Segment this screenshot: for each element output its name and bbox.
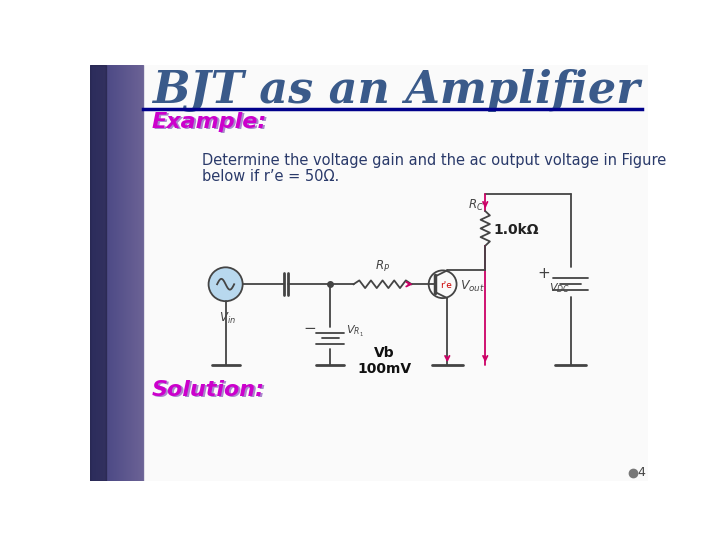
Bar bbox=[106, 65, 107, 481]
Bar bbox=[109, 65, 110, 481]
Bar bbox=[93, 65, 94, 481]
Text: $R_P$: $R_P$ bbox=[375, 259, 390, 274]
Text: Solution:: Solution: bbox=[152, 380, 265, 400]
Text: r'e: r'e bbox=[440, 280, 451, 289]
Text: Determine the voltage gain and the ac output voltage in Figure: Determine the voltage gain and the ac ou… bbox=[202, 153, 667, 168]
Bar bbox=[128, 65, 129, 481]
Bar bbox=[114, 65, 116, 481]
Bar bbox=[132, 65, 133, 481]
Bar bbox=[101, 65, 102, 481]
Bar bbox=[120, 65, 121, 481]
Bar bbox=[127, 65, 128, 481]
Text: $V_{out}$: $V_{out}$ bbox=[461, 279, 485, 294]
Bar bbox=[91, 65, 92, 481]
Bar bbox=[133, 65, 134, 481]
Bar bbox=[134, 65, 135, 481]
Text: $V_{in}$: $V_{in}$ bbox=[220, 310, 236, 326]
Bar bbox=[124, 65, 125, 481]
Text: below if r’e = 50Ω.: below if r’e = 50Ω. bbox=[202, 168, 340, 184]
Text: $R_C$: $R_C$ bbox=[468, 198, 484, 213]
Text: $V_{DC}$: $V_{DC}$ bbox=[549, 281, 570, 295]
Bar bbox=[137, 65, 138, 481]
Text: $V_{R_1}$: $V_{R_1}$ bbox=[346, 325, 364, 339]
Bar bbox=[136, 65, 137, 481]
Text: −: − bbox=[304, 321, 317, 336]
Bar bbox=[107, 65, 108, 481]
Bar bbox=[104, 65, 106, 481]
Bar bbox=[117, 65, 118, 481]
Text: BJT as an Amplifier: BJT as an Amplifier bbox=[152, 69, 640, 112]
Bar bbox=[99, 65, 100, 481]
Bar bbox=[94, 65, 96, 481]
Bar bbox=[138, 65, 139, 481]
Text: Vb
100mV: Vb 100mV bbox=[357, 346, 412, 376]
Bar bbox=[96, 65, 97, 481]
Bar bbox=[141, 65, 142, 481]
Bar bbox=[113, 65, 114, 481]
Bar bbox=[135, 65, 136, 481]
Text: Example:: Example: bbox=[152, 112, 267, 132]
Bar bbox=[121, 65, 122, 481]
Text: +: + bbox=[537, 266, 550, 281]
Bar bbox=[110, 65, 111, 481]
Circle shape bbox=[209, 267, 243, 301]
Bar bbox=[112, 65, 113, 481]
Bar bbox=[100, 65, 101, 481]
Bar bbox=[118, 65, 119, 481]
Bar bbox=[139, 65, 140, 481]
Bar bbox=[111, 65, 112, 481]
Bar bbox=[90, 65, 106, 481]
Text: 4: 4 bbox=[637, 467, 645, 480]
Bar bbox=[126, 65, 127, 481]
Bar bbox=[108, 65, 109, 481]
Bar bbox=[140, 65, 141, 481]
Bar bbox=[116, 65, 117, 481]
Bar bbox=[122, 65, 123, 481]
Bar bbox=[92, 65, 93, 481]
Bar bbox=[90, 65, 91, 481]
Bar bbox=[130, 65, 131, 481]
Bar bbox=[119, 65, 120, 481]
Text: Solution:: Solution: bbox=[153, 381, 266, 401]
Bar bbox=[131, 65, 132, 481]
Bar bbox=[102, 65, 103, 481]
Bar bbox=[129, 65, 130, 481]
Text: Example:: Example: bbox=[153, 113, 269, 133]
Bar bbox=[142, 65, 143, 481]
Bar bbox=[125, 65, 126, 481]
Bar bbox=[103, 65, 104, 481]
Bar bbox=[123, 65, 124, 481]
Text: 1.0kΩ: 1.0kΩ bbox=[493, 224, 539, 238]
Bar bbox=[98, 65, 99, 481]
Bar bbox=[97, 65, 98, 481]
